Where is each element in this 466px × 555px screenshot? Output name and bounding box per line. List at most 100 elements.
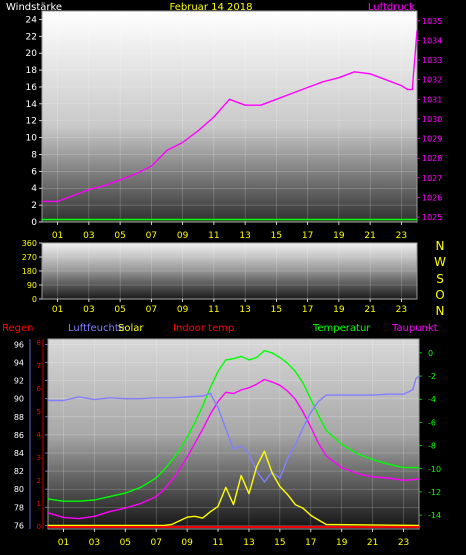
- x-tick-label: 07: [146, 305, 157, 315]
- x-tick-label: 13: [243, 538, 254, 548]
- left-tick-label: 12: [26, 117, 37, 127]
- legend-luftfeuchte: Luftfeuchte: [68, 323, 125, 334]
- humidity-tick-label: 76: [14, 521, 24, 530]
- x-tick-label: 03: [83, 231, 94, 241]
- x-tick-label: 05: [114, 305, 125, 315]
- series-solar: [48, 450, 420, 527]
- regen-tick-label: 6: [37, 385, 42, 393]
- humidity-tick-label: 80: [14, 485, 24, 494]
- series-layer: [42, 30, 420, 528]
- direction-tick-label: 0: [32, 295, 37, 304]
- direction-tick-label: 180: [22, 267, 37, 276]
- humidity-tick-label: 78: [14, 503, 24, 512]
- axis-layer: 0246810121416182022241025102610271028102…: [14, 15, 443, 548]
- x-tick-label: 17: [302, 231, 313, 241]
- regen-tick-label: 5: [37, 408, 41, 416]
- regen-tick-label: 3: [37, 454, 41, 462]
- direction-tick-label: 90: [27, 281, 37, 290]
- x-tick-label: 07: [146, 231, 157, 241]
- left-tick-label: 2: [31, 201, 37, 211]
- x-tick-label: 07: [150, 538, 161, 548]
- temperature-tick-label: -4: [428, 395, 436, 404]
- right-tick-label: 1028: [422, 154, 442, 163]
- right-tick-label: 1027: [422, 174, 442, 183]
- x-tick-label: 15: [274, 538, 285, 548]
- x-tick-label: 09: [181, 538, 193, 548]
- humidity-tick-label: 82: [14, 467, 24, 476]
- x-tick-label: 13: [239, 231, 250, 241]
- x-tick-label: 01: [52, 305, 63, 315]
- panel1-plot-area: [41, 10, 418, 223]
- right-tick-label: 1030: [422, 115, 442, 124]
- regen-tick-label: 2: [37, 477, 41, 485]
- x-tick-label: 23: [398, 538, 409, 548]
- x-tick-label: 03: [89, 538, 100, 548]
- humidity-tick-label: 94: [14, 359, 24, 368]
- left-tick-label: 8: [31, 150, 37, 160]
- right-tick-label: 1035: [422, 17, 442, 26]
- humidity-tick-label: 86: [14, 431, 24, 440]
- x-tick-label: 21: [364, 231, 375, 241]
- x-tick-label: 19: [333, 231, 345, 241]
- legend-taupunkt: Taupunkt: [391, 323, 438, 334]
- humidity-tick-label: 90: [14, 395, 24, 404]
- left-tick-label: 18: [26, 66, 38, 76]
- direction-tick-label: 360: [22, 239, 37, 248]
- x-tick-label: 03: [83, 305, 94, 315]
- x-tick-label: 19: [336, 538, 348, 548]
- left-tick-label: 20: [26, 49, 38, 59]
- x-tick-label: 21: [367, 538, 378, 548]
- header-right-label: Luftdruck: [368, 2, 415, 13]
- legend-solar: Solar: [118, 323, 144, 334]
- legend-temperatur: Temperatur: [312, 323, 371, 334]
- x-tick-label: 11: [212, 538, 223, 548]
- right-tick-label: 1033: [422, 56, 442, 65]
- x-tick-label: 21: [364, 305, 375, 315]
- direction-label-n-bottom: N: [436, 304, 445, 318]
- right-tick-label: 1031: [422, 95, 442, 104]
- x-tick-label: 01: [52, 231, 63, 241]
- header-left-label: Windstärke: [6, 2, 62, 13]
- series-temperatur: [47, 349, 419, 502]
- x-tick-label: 23: [396, 231, 407, 241]
- x-tick-label: 13: [239, 305, 250, 315]
- temperature-tick-label: -12: [428, 488, 441, 497]
- x-tick-label: 01: [58, 538, 69, 548]
- x-tick-label: 15: [271, 231, 282, 241]
- left-tick-label: 16: [26, 83, 38, 93]
- temperature-tick-label: -6: [428, 418, 436, 427]
- regen-tick-label: 7: [37, 362, 41, 370]
- x-tick-label: 11: [208, 231, 219, 241]
- left-tick-label: 24: [26, 15, 38, 25]
- temperature-tick-label: -2: [428, 372, 436, 381]
- panel2-plot-area: [41, 242, 418, 300]
- direction-label-s: S: [436, 272, 444, 286]
- x-tick-label: 15: [271, 305, 282, 315]
- temperature-tick-label: -8: [428, 442, 436, 451]
- left-tick-label: 10: [26, 134, 38, 144]
- x-tick-label: 05: [120, 538, 131, 548]
- temperature-tick-label: -10: [428, 465, 441, 474]
- humidity-tick-label: 96: [14, 340, 24, 349]
- left-tick-label: 22: [26, 32, 37, 42]
- humidity-tick-label: 84: [14, 449, 24, 458]
- temperature-tick-label: 0: [428, 349, 433, 358]
- header-date: Februar 14 2018: [170, 2, 253, 13]
- x-tick-label: 05: [114, 231, 125, 241]
- x-tick-label: 23: [396, 305, 407, 315]
- regen-tick-label: 1: [37, 500, 41, 508]
- x-tick-label: 17: [305, 538, 316, 548]
- humidity-tick-label: 92: [14, 377, 24, 386]
- direction-tick-label: 270: [22, 253, 37, 262]
- temperature-tick-label: -14: [428, 511, 441, 520]
- direction-label-o: O: [435, 288, 444, 302]
- right-tick-label: 1026: [422, 193, 442, 202]
- x-tick-label: 11: [208, 305, 219, 315]
- regen-tick-label: 8: [37, 339, 41, 347]
- left-tick-label: 4: [31, 184, 37, 194]
- direction-label-n-top: N: [436, 239, 445, 253]
- left-tick-label: 14: [26, 100, 38, 110]
- x-tick-label: 19: [333, 305, 345, 315]
